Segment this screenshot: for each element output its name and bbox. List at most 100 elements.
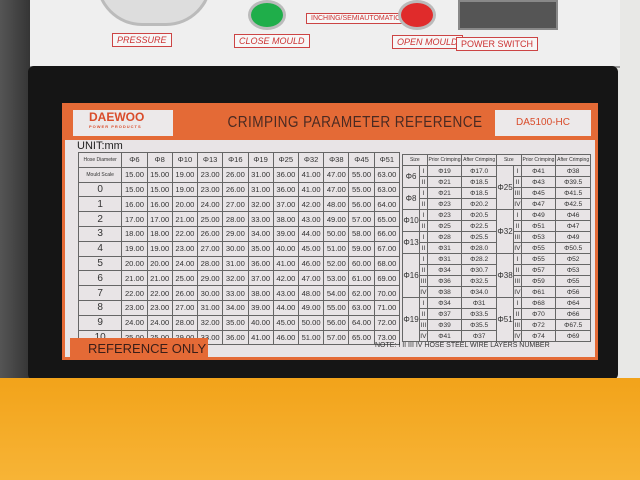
layer-cell: IV bbox=[513, 330, 522, 342]
size-header: Size bbox=[495, 154, 522, 166]
value-cell: 32.00 bbox=[197, 314, 224, 331]
value-cell: 38.00 bbox=[272, 211, 299, 227]
column-header: Φ51 bbox=[373, 152, 401, 168]
value-cell: 44.00 bbox=[272, 299, 299, 316]
prior-cell: Φ68 bbox=[520, 297, 557, 309]
layer-cell: II bbox=[419, 220, 428, 232]
scale-cell: 2 bbox=[77, 211, 123, 227]
value-cell: 47.00 bbox=[297, 270, 325, 287]
scale-cell: 7 bbox=[77, 285, 123, 301]
corner-cell: Hose Diameter bbox=[77, 152, 123, 168]
scale-cell: 0 bbox=[77, 181, 123, 198]
value-cell: 51.00 bbox=[297, 329, 325, 346]
prior-cell: Φ45 bbox=[520, 187, 557, 199]
open-mould-button[interactable] bbox=[398, 0, 436, 30]
prior-cell: Φ39 bbox=[426, 319, 463, 331]
value-cell: 48.00 bbox=[297, 285, 325, 301]
after-cell: Φ42.5 bbox=[555, 198, 591, 210]
column-header: Φ45 bbox=[348, 152, 375, 168]
prior-cell: Φ51 bbox=[520, 220, 557, 232]
value-cell: 61.00 bbox=[348, 270, 375, 287]
scale-cell: 4 bbox=[77, 240, 123, 257]
value-cell: 59.00 bbox=[348, 240, 375, 257]
value-cell: 26.00 bbox=[171, 285, 199, 301]
value-cell: 32.00 bbox=[222, 270, 249, 287]
value-cell: 19.00 bbox=[171, 181, 199, 198]
value-cell: 22.00 bbox=[146, 285, 173, 301]
layer-cell: I bbox=[419, 187, 428, 199]
pressure-gauge bbox=[96, 0, 212, 26]
prior-cell: Φ53 bbox=[520, 231, 557, 243]
layer-cell: II bbox=[419, 242, 428, 254]
column-header: Φ13 bbox=[197, 152, 224, 168]
value-cell: 65.00 bbox=[348, 329, 375, 346]
value-cell: 21.00 bbox=[171, 211, 199, 227]
value-cell: 27.00 bbox=[197, 240, 224, 257]
power-switch[interactable] bbox=[458, 0, 558, 30]
value-cell: 42.00 bbox=[272, 270, 299, 287]
value-cell: 66.00 bbox=[373, 225, 401, 242]
prior-cell: Φ41 bbox=[426, 330, 463, 342]
value-cell: 20.00 bbox=[171, 196, 199, 213]
table-row: Φ10 I Φ23 Φ20.5 Φ32 I Φ49 Φ46 bbox=[401, 209, 591, 254]
after-cell: Φ18.5 bbox=[461, 176, 497, 188]
layer-cell: III bbox=[419, 275, 428, 287]
column-header: Φ32 bbox=[297, 152, 325, 168]
table-row: Φ8 I Φ21 Φ18.5 III Φ45 Φ41.5 bbox=[401, 187, 591, 210]
table-row: 8 23.00 23.00 27.00 31.00 34.00 39.00 44.00 49.0… bbox=[77, 299, 401, 316]
after-cell: Φ28.0 bbox=[461, 242, 497, 254]
layer-cell: I bbox=[513, 165, 522, 177]
table-row: 6 21.00 21.00 25.00 29.00 32.00 37.00 42.00 47.0… bbox=[77, 270, 401, 287]
layer-cell: II bbox=[513, 308, 522, 320]
prior-cell: Φ74 bbox=[520, 330, 557, 342]
value-cell: 24.00 bbox=[121, 314, 148, 331]
value-cell: 36.00 bbox=[272, 181, 299, 198]
value-cell: 31.00 bbox=[222, 255, 249, 272]
layer-cell: I bbox=[513, 209, 522, 221]
size-header: Size bbox=[402, 154, 428, 166]
size-cell: Φ25 bbox=[495, 165, 515, 210]
after-cell: Φ39.5 bbox=[555, 176, 591, 188]
value-cell: 22.00 bbox=[171, 225, 199, 242]
value-cell: 51.00 bbox=[323, 240, 350, 257]
layer-cell: I bbox=[419, 253, 428, 265]
value-cell: 20.00 bbox=[121, 255, 148, 272]
power-switch-label: POWER SWITCH bbox=[456, 37, 538, 51]
value-cell: 41.00 bbox=[272, 255, 299, 272]
value-cell: 65.00 bbox=[373, 211, 401, 227]
value-cell: 70.00 bbox=[373, 285, 401, 301]
layer-cell: III bbox=[513, 275, 522, 287]
label-title: CRIMPING PARAMETER REFERENCE bbox=[227, 114, 483, 131]
close-mould-button[interactable] bbox=[248, 0, 286, 30]
after-cell: Φ20.2 bbox=[461, 198, 497, 210]
value-cell: 47.00 bbox=[323, 166, 350, 183]
control-panel: PRESSURE CLOSE MOULD INCHING/SEMIAUTOMAT… bbox=[30, 0, 620, 68]
after-cell: Φ30.7 bbox=[461, 264, 497, 276]
value-cell: 30.00 bbox=[222, 240, 249, 257]
mode-label: INCHING/SEMIAUTOMATIC bbox=[306, 13, 406, 24]
value-cell: 23.00 bbox=[121, 299, 148, 316]
prior-cell: Φ36 bbox=[426, 275, 463, 287]
value-cell: 50.00 bbox=[297, 314, 325, 331]
corner-scale: Scale bbox=[101, 171, 114, 178]
value-cell: 46.00 bbox=[272, 329, 299, 346]
table-row: III Φ36 Φ32.5 III Φ59 Φ55 bbox=[403, 275, 591, 287]
value-cell: 23.00 bbox=[197, 181, 224, 198]
layer-cell: IV bbox=[419, 330, 428, 342]
scale-cell: 8 bbox=[77, 299, 123, 316]
layer-cell: I bbox=[419, 209, 428, 221]
value-cell: 36.00 bbox=[247, 255, 274, 272]
value-cell: 27.00 bbox=[171, 299, 199, 316]
value-cell: 36.00 bbox=[272, 166, 299, 183]
value-cell: 26.00 bbox=[197, 225, 224, 242]
after-cell: Φ32.5 bbox=[461, 275, 497, 287]
after-cell: Φ33.5 bbox=[461, 308, 497, 320]
after-cell: Φ50.5 bbox=[555, 242, 591, 254]
value-cell: 21.00 bbox=[121, 270, 148, 287]
value-cell: 45.00 bbox=[297, 240, 325, 257]
value-cell: 31.00 bbox=[197, 299, 224, 316]
value-cell: 19.00 bbox=[146, 240, 173, 257]
value-cell: 43.00 bbox=[272, 285, 299, 301]
table-row: II Φ34 Φ30.7 II Φ57 Φ53 bbox=[403, 264, 591, 276]
value-cell: 44.00 bbox=[297, 225, 325, 242]
